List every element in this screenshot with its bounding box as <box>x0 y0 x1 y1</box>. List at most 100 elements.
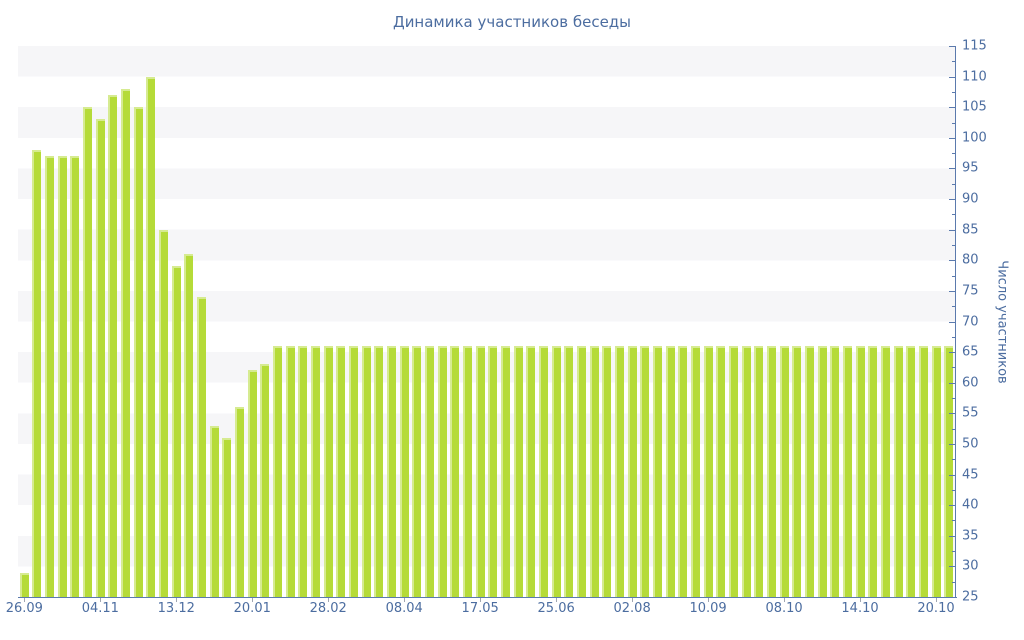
bar <box>285 346 295 597</box>
bar <box>95 119 105 597</box>
bar <box>260 364 270 597</box>
bar <box>513 346 523 597</box>
x-tick <box>936 598 937 602</box>
bar <box>336 346 346 597</box>
y-major-tick <box>949 474 955 476</box>
bar <box>817 346 827 597</box>
bar <box>766 346 776 597</box>
bar <box>298 346 308 597</box>
y-tick-label: 75 <box>962 283 979 299</box>
y-minor-tick <box>952 367 955 369</box>
y-major-tick <box>949 107 955 109</box>
x-tick <box>252 598 254 602</box>
x-tick-label: 25.06 <box>537 601 575 616</box>
x-tick <box>556 598 558 602</box>
y-major-tick <box>949 290 955 292</box>
x-tick <box>784 598 786 602</box>
y-minor-tick <box>952 459 955 461</box>
bar <box>108 94 118 597</box>
bar <box>437 346 447 597</box>
bar <box>32 150 42 597</box>
y-minor-tick <box>952 275 955 277</box>
bar <box>488 346 498 597</box>
bar <box>564 346 574 597</box>
y-axis-line <box>955 46 956 598</box>
x-tick <box>404 598 406 602</box>
y-minor-tick <box>952 398 955 400</box>
y-major-tick <box>949 76 955 78</box>
y-major-tick <box>949 199 955 201</box>
y-tick-label: 115 <box>962 38 987 54</box>
bar <box>918 346 928 597</box>
bar <box>627 346 637 597</box>
bar <box>311 346 321 597</box>
y-tick-label: 50 <box>962 436 979 452</box>
y-minor-tick <box>952 153 955 155</box>
plot-area <box>18 46 955 597</box>
bar <box>273 346 283 597</box>
bar <box>842 346 852 597</box>
bar <box>551 346 561 597</box>
bar <box>880 346 890 597</box>
bar <box>893 346 903 597</box>
bar <box>741 346 751 597</box>
bar <box>222 437 232 597</box>
bar <box>931 346 941 597</box>
bar <box>247 370 257 597</box>
y-tick-label: 110 <box>962 69 987 85</box>
bar <box>614 346 624 597</box>
x-tick-label: 20.01 <box>233 601 271 616</box>
y-major-tick <box>949 413 955 415</box>
chart-title: Динамика участников беседы <box>392 13 632 31</box>
y-major-tick <box>949 505 955 507</box>
y-major-tick <box>949 352 955 354</box>
bar <box>45 156 55 597</box>
bar <box>716 346 726 597</box>
bar <box>728 346 738 597</box>
y-minor-tick <box>952 428 955 430</box>
bar <box>589 346 599 597</box>
x-tick <box>100 598 102 602</box>
y-major-tick <box>949 597 955 598</box>
y-minor-tick <box>952 336 955 338</box>
bar <box>652 346 662 597</box>
bar <box>184 254 194 597</box>
bar <box>70 156 80 597</box>
y-minor-tick <box>952 214 955 216</box>
y-tick-label: 25 <box>962 589 979 605</box>
y-major-tick <box>949 168 955 170</box>
bar <box>361 346 371 597</box>
y-major-tick <box>949 321 955 323</box>
y-tick-label: 100 <box>962 130 987 146</box>
bar <box>57 156 67 597</box>
y-tick-label: 55 <box>962 405 979 421</box>
x-tick-label: 26.09 <box>5 601 43 616</box>
bar <box>526 346 536 597</box>
y-tick-label: 90 <box>962 191 979 207</box>
y-minor-tick <box>952 244 955 246</box>
bar <box>475 346 485 597</box>
x-axis-line <box>18 597 957 598</box>
bar <box>171 266 181 597</box>
y-tick-label: 40 <box>962 497 979 513</box>
y-minor-tick <box>952 489 955 491</box>
bar <box>374 346 384 597</box>
y-major-tick <box>949 260 955 262</box>
x-tick-label: 10.09 <box>689 601 727 616</box>
bar <box>450 346 460 597</box>
bar <box>121 88 131 597</box>
y-tick-label: 35 <box>962 528 979 544</box>
x-tick-label: 14.10 <box>841 601 879 616</box>
y-axis-title: Число участников <box>994 260 1010 384</box>
bar <box>133 107 143 597</box>
x-tick-label: 08.10 <box>765 601 803 616</box>
bar <box>19 572 29 597</box>
bar <box>349 346 359 597</box>
y-tick-label: 95 <box>962 160 979 176</box>
bar <box>197 297 207 597</box>
bar <box>538 346 548 597</box>
bar <box>399 346 409 597</box>
bar <box>602 346 612 597</box>
x-tick <box>708 598 710 602</box>
